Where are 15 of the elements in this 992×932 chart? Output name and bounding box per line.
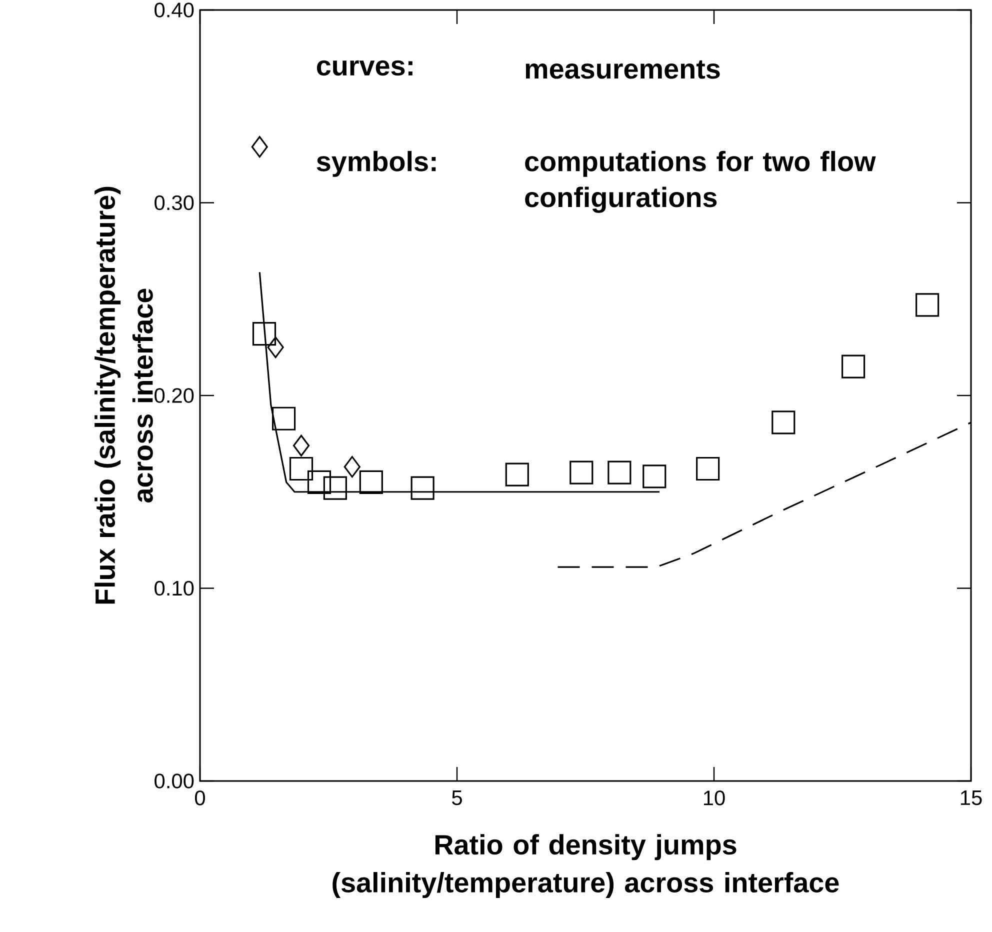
x-tick-label: 0 — [194, 790, 205, 806]
y-tick-label: 0.20 — [154, 388, 194, 403]
annotation: computations for two flow configurations — [525, 150, 876, 213]
y-tick-label: 0.00 — [154, 774, 194, 788]
y-tick-label: 0.40 — [154, 2, 194, 18]
y-axis-title: Flux ratio (salinity/temperature) across interface — [94, 186, 153, 604]
x-tick-label: 5 — [452, 790, 462, 806]
y-tick-label: 0.30 — [154, 195, 194, 210]
annotation: symbols: — [316, 150, 436, 177]
x-axis-title: Ratio of density jumps (salinity/temperature) across interface — [332, 834, 839, 898]
x-tick-label: 10 — [704, 790, 725, 806]
y-tick-label: 0.10 — [154, 580, 194, 596]
annotation: curves: — [316, 60, 412, 76]
x-tick-label: 15 — [960, 790, 982, 806]
annotation: measurements — [526, 60, 720, 79]
